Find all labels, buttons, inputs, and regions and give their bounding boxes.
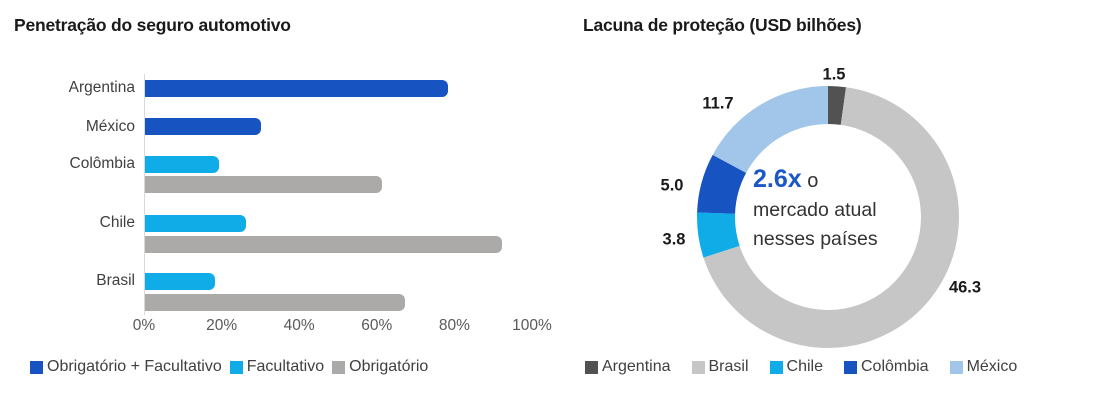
donut-legend-swatch-colombia [843,360,857,374]
x-axis-tick-100: 100% [512,317,552,334]
bar-colombia-facultativo [145,155,219,173]
bar-chart-legend: Obrigatório + Facultativo Facultativo Obri… [30,358,428,376]
bar-chile-obrigatorio [145,235,502,253]
donut-legend-label-brasil: Brasil [708,358,749,375]
y-axis-line [144,74,145,315]
donut-slice-brasil [703,87,960,349]
donut-value-label-mexico: 11.7 [702,94,734,113]
bar-legend-item-obrigatorio-facultativo: Obrigatório + Facultativo [30,358,222,376]
donut-legend-item-argentina: Argentina [585,358,671,376]
x-axis-tick-80: 80% [438,317,470,334]
x-axis-tick-0: 0% [132,317,156,334]
donut-chart [697,86,960,349]
center-text-line2: mercado atual [753,199,877,221]
donut-legend-label-argentina: Argentina [602,358,671,375]
bar-legend-item-obrigatorio: Obrigatório [332,358,428,376]
center-text-line1: 2.6x o [753,165,878,196]
center-text-suffix: o [801,170,819,192]
donut-value-label-argentina: 1.5 [822,65,846,84]
donut-legend-swatch-chile [769,360,783,374]
x-axis-tick-60: 60% [361,317,393,334]
bar-legend-label-obrigatorio-facultativo: Obrigatório + Facultativo [47,358,222,375]
bar-legend-label-facultativo: Facultativo [246,358,325,375]
donut-legend-label-colombia: Colômbia [860,358,929,375]
bar-legend-item-facultativo: Facultativo [229,358,325,376]
donut-slice-argentina [828,86,847,125]
donut-legend-swatch-argentina [585,360,598,374]
donut-legend-item-mexico: México [949,358,1018,376]
x-axis-tick-40: 40% [283,317,315,334]
donut-value-label-brasil: 46.3 [948,278,982,297]
donut-center-text: 2.6x o mercado atual nesses países [753,165,878,254]
center-text-line3: nesses países [753,228,878,250]
x-axis-tick-20: 20% [206,317,238,334]
bar-brasil-obrigatorio [145,293,405,311]
donut-value-label-colombia: 5.0 [660,176,684,195]
bar-legend-swatch-facultativo [229,360,243,374]
center-multiplier: 2.6x [753,165,802,193]
bar-argentina-obrigatorio-facultativo [145,80,448,97]
bar-legend-label-obrigatorio: Obrigatório [349,358,429,375]
donut-slice-chile [697,212,740,258]
donut-value-label-chile: 3.8 [662,230,686,249]
bar-colombia-obrigatorio [145,176,382,193]
donut-legend-label-chile: Chile [786,358,823,375]
category-label-brasil: Brasil [96,272,135,289]
category-label-mexico: México [85,118,135,135]
donut-slice-colombia [697,154,747,214]
bar-chart-title: Penetração do seguro automotivo [14,15,291,35]
donut-chart-panel: Lacuna de proteção (USD bilhões) 1.5 46.3… [555,0,1106,412]
donut-legend-swatch-mexico [949,360,963,374]
donut-chart-title: Lacuna de proteção (USD bilhões) [583,15,862,35]
bar-brasil-facultativo [145,273,215,290]
category-label-argentina: Argentina [68,79,135,96]
bar-mexico-obrigatorio-facultativo [145,118,262,135]
bar-legend-swatch-obrigatorio-facultativo [30,360,43,374]
donut-legend-swatch-brasil [691,360,705,374]
donut-legend-label-mexico: México [966,358,1018,375]
bar-chart-panel: Penetração do seguro automotivo Argentin… [14,15,552,376]
donut-chart-legend: Argentina Brasil Chile Colômbia México [585,358,1017,376]
donut-slice-mexico [712,86,828,173]
category-label-colombia: Colômbia [69,155,135,172]
donut-legend-item-colombia: Colômbia [843,358,929,376]
category-label-chile: Chile [99,214,135,231]
bar-legend-swatch-obrigatorio [332,360,346,374]
bar-chile-facultativo [145,215,246,232]
donut-legend-item-chile: Chile [769,358,823,376]
donut-legend-item-brasil: Brasil [691,358,749,376]
